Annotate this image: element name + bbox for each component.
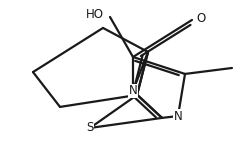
Text: N: N — [174, 110, 182, 122]
Text: N: N — [128, 84, 138, 97]
Text: S: S — [86, 122, 94, 134]
Text: HO: HO — [86, 8, 104, 21]
Text: O: O — [196, 12, 206, 25]
